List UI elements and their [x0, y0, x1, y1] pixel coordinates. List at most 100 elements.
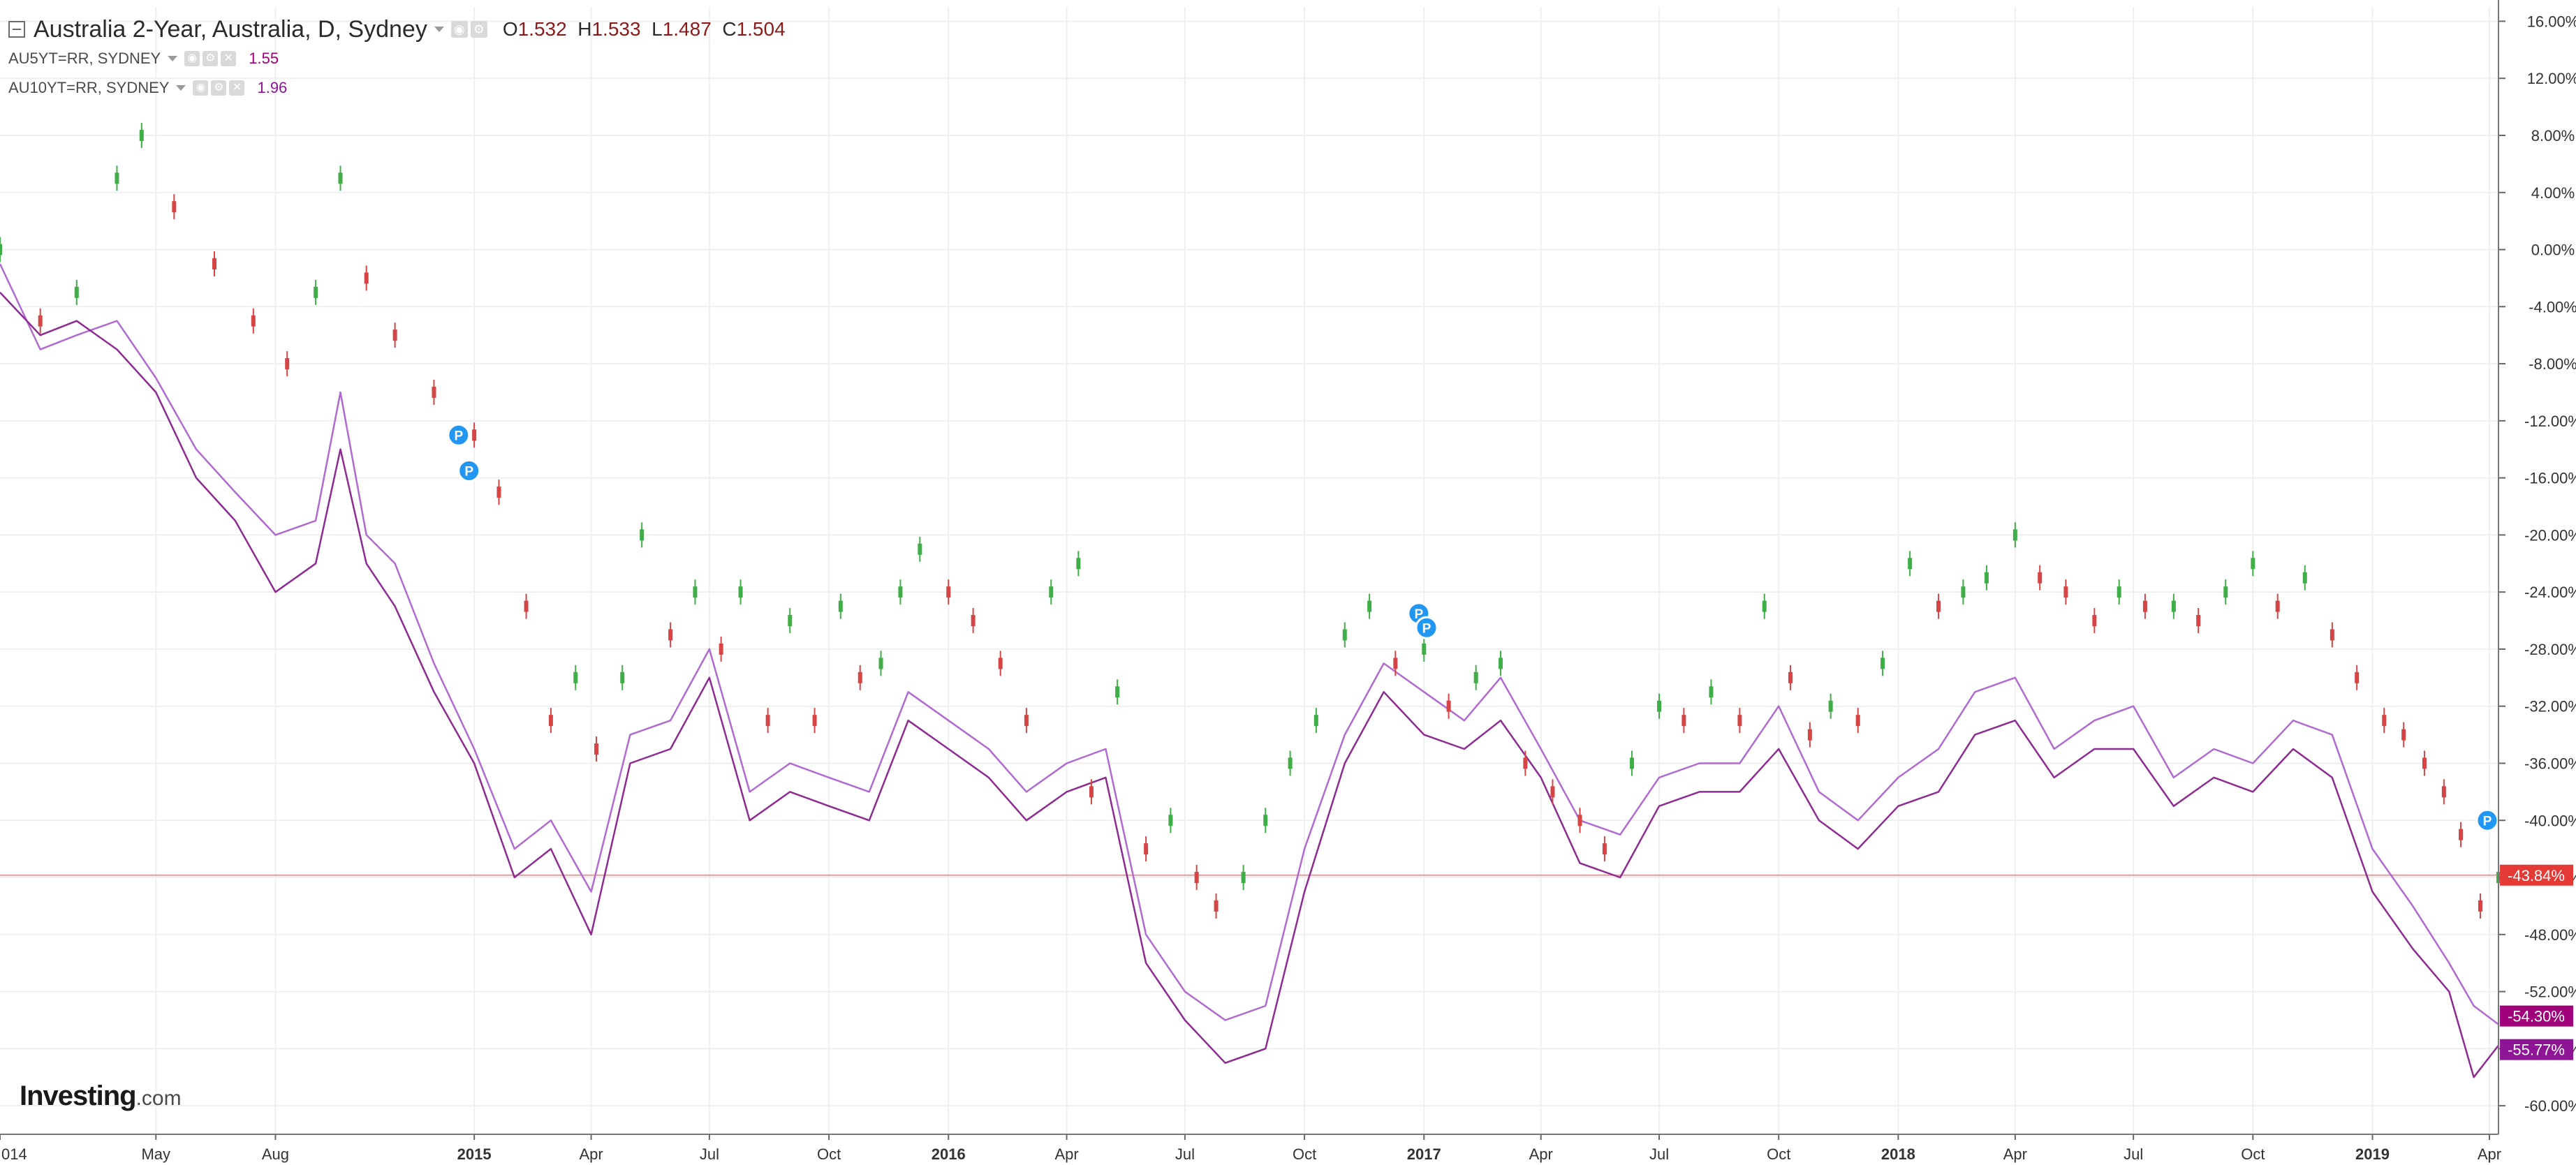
candle	[1313, 708, 1318, 734]
x-tick-label: 2019	[2355, 1145, 2390, 1163]
candle-body	[1984, 572, 1989, 584]
settings-icon[interactable]: ⚙	[470, 21, 487, 38]
candle-body	[1961, 586, 1966, 598]
legend-series-au5y: AU5YT=RR, SYDNEY ◉ ⚙ ✕ 1.55	[8, 45, 279, 73]
candle-body	[1024, 715, 1029, 727]
candle-body	[338, 172, 343, 184]
candle	[1807, 722, 1812, 748]
x-tick-label: Apr	[579, 1145, 603, 1163]
candle-body	[858, 671, 862, 683]
price-tag: -55.77%	[2500, 1039, 2573, 1060]
candle-body	[2171, 600, 2176, 612]
candle-body	[1115, 686, 1120, 698]
candle	[1168, 808, 1173, 833]
candle-body	[115, 172, 119, 184]
candle	[2012, 522, 2017, 548]
event-marker-p[interactable]: P	[1415, 616, 1438, 639]
candle	[1828, 693, 1833, 719]
candle-body	[1049, 586, 1054, 598]
collapse-legend-button[interactable]	[8, 21, 25, 38]
y-tick-label: 16.00%	[2527, 13, 2576, 30]
candle	[1393, 651, 1398, 676]
event-marker-p[interactable]: P	[457, 459, 481, 482]
candle	[2441, 779, 2446, 805]
visibility-icon[interactable]: ◉	[450, 21, 468, 38]
candle	[719, 636, 723, 662]
event-marker-p[interactable]: P	[2475, 808, 2499, 832]
candle	[668, 622, 673, 648]
candle	[878, 651, 883, 676]
candle	[2038, 565, 2043, 591]
candle-body	[573, 671, 578, 683]
candle-body	[812, 715, 817, 727]
candle-body	[1288, 757, 1293, 769]
candle	[1342, 622, 1347, 648]
candle	[1194, 865, 1199, 891]
event-marker-p[interactable]: P	[447, 423, 471, 447]
candle-body	[2355, 671, 2360, 683]
candle	[1367, 593, 1372, 619]
candle	[285, 351, 290, 377]
candle-body	[496, 487, 501, 498]
high-label: H	[577, 18, 592, 40]
price-tags: -43.84% -54.30% -55.77%	[2500, 864, 2573, 1060]
candle-body	[918, 543, 922, 555]
candle-body	[212, 258, 217, 269]
candle-body	[2038, 572, 2043, 584]
candle	[172, 194, 177, 220]
candle	[392, 322, 397, 348]
candle-body	[1473, 671, 1478, 683]
candle	[338, 165, 343, 191]
candle	[1629, 750, 1634, 776]
series-au10y-settings-icon[interactable]: ⚙	[211, 80, 227, 96]
candle	[812, 708, 817, 734]
x-tick-label: 2018	[1881, 1145, 1915, 1163]
series-au10y-close-icon[interactable]: ✕	[229, 80, 245, 96]
candle-body	[1446, 700, 1451, 712]
candle	[2196, 608, 2201, 634]
series-au5y-value: 1.55	[249, 50, 279, 67]
candle-body	[2196, 615, 2201, 627]
candle-body	[2012, 529, 2017, 541]
x-tick-label: 2017	[1407, 1145, 1441, 1163]
investing-logo: Investing.com	[20, 1081, 182, 1112]
candle-body	[878, 658, 883, 669]
price-tag-bg	[2500, 1005, 2573, 1027]
candle	[1144, 836, 1149, 862]
candle-body	[2478, 900, 2482, 912]
candle-body	[1367, 600, 1372, 612]
series-au5y-dropdown-icon[interactable]	[168, 56, 178, 61]
candle	[1577, 808, 1582, 833]
main-series-dropdown-icon[interactable]	[434, 27, 444, 32]
event-marker-circle	[457, 459, 481, 482]
candle-body	[1523, 757, 1528, 769]
candle-body	[2401, 729, 2406, 741]
series-au5y-visibility-icon[interactable]: ◉	[184, 51, 200, 66]
candle-body	[0, 244, 2, 255]
series-au5y-line	[0, 263, 2499, 1025]
candle-body	[1393, 658, 1398, 669]
candle-body	[640, 529, 645, 541]
x-tick-label: 014	[1, 1145, 27, 1163]
candle-body	[1788, 671, 1793, 683]
candle-body	[2092, 615, 2097, 627]
series-au5y-settings-icon[interactable]: ⚙	[203, 51, 219, 66]
candle	[1241, 865, 1246, 891]
candle-body	[1577, 815, 1582, 826]
candle-body	[668, 629, 673, 641]
candle	[251, 308, 256, 334]
x-tick-label: Oct	[1767, 1145, 1790, 1163]
candle	[1024, 708, 1029, 734]
candle	[432, 379, 436, 405]
candle	[1089, 779, 1094, 805]
series-au5y-close-icon[interactable]: ✕	[221, 51, 237, 66]
x-tick-label: 2016	[932, 1145, 966, 1163]
candle	[2422, 750, 2427, 776]
candle-body	[285, 358, 290, 370]
y-tick-label: 12.00%	[2527, 70, 2576, 87]
series-au10y-dropdown-icon[interactable]	[176, 85, 186, 91]
series-au10y-visibility-icon[interactable]: ◉	[193, 80, 209, 96]
main-series-title: Australia 2-Year, Australia, D, Sydney	[34, 15, 427, 43]
x-tick-label: Jul	[2124, 1145, 2143, 1163]
